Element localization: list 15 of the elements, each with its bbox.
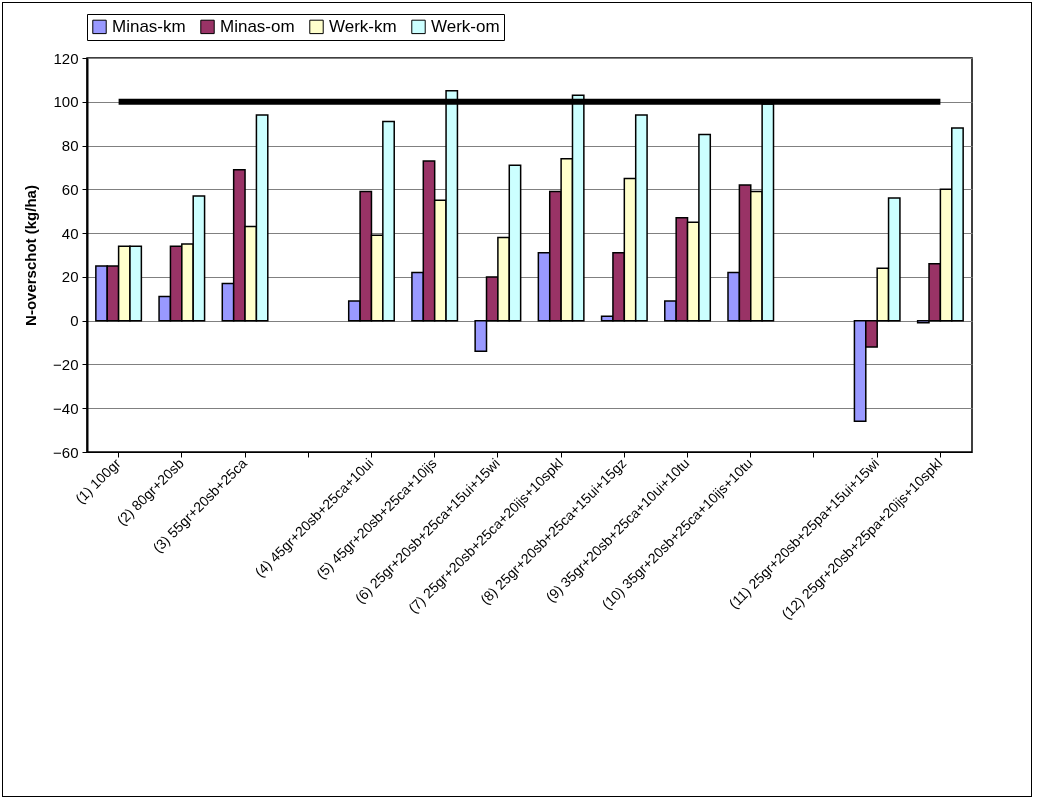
legend-label: Minas-km	[112, 16, 186, 36]
legend-label: Werk-om	[431, 16, 500, 36]
y-tick-label: 80	[61, 137, 79, 155]
y-tick-label: 0	[70, 312, 79, 330]
y-tick-label: 120	[53, 49, 79, 67]
y-tick-label: 20	[61, 268, 79, 286]
y-tick-label: 60	[61, 180, 79, 198]
y-tick-label: −40	[53, 399, 79, 417]
y-tick-label: −20	[53, 355, 79, 373]
y-tick-label: 40	[61, 224, 79, 242]
y-axis-title: N-overschot (kg/ha)	[22, 185, 40, 326]
y-tick-label: 100	[53, 93, 79, 111]
legend-label: Minas-om	[220, 16, 295, 36]
y-tick-label: −60	[53, 443, 79, 461]
legend-label: Werk-km	[329, 16, 397, 36]
